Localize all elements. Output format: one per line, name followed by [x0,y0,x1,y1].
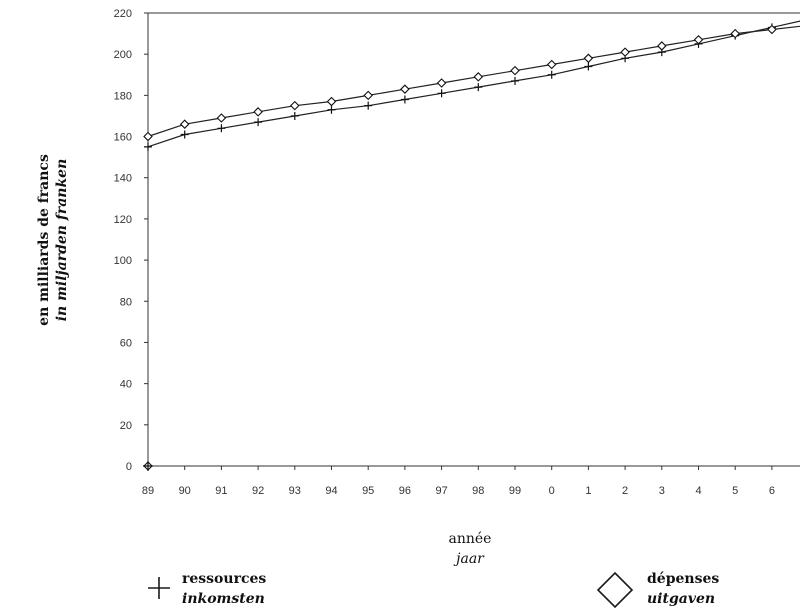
x-tick-label: 3 [659,485,665,497]
data-point-ressources [474,83,483,92]
data-point-depenses [620,47,630,57]
data-point-depenses [546,59,557,70]
x-tick-label: 90 [179,485,191,497]
x-tick-label: 98 [472,485,484,497]
data-point-depenses [143,131,153,142]
y-tick-label: 100 [114,255,132,267]
data-point-depenses [290,100,300,111]
x-tick-label: 89 [142,485,154,497]
x-tick-label: 95 [362,485,374,497]
y-axis-ticks: 0 20 40 60 80 100 120 140 160 180 200 220 [114,8,148,473]
y-tick-label: 20 [120,420,132,432]
data-point-ressources [547,70,556,79]
y-tick-label: 0 [126,461,132,473]
x-tick-label: 92 [252,485,264,497]
data-point-ressources [327,105,336,114]
y-tick-label: 60 [120,337,132,349]
series-markers [143,23,777,471]
data-point-depenses [363,90,373,101]
diamond-marker-icon [596,571,634,609]
data-point-depenses [730,28,740,39]
x-axis-label-nl: jaar [453,551,485,567]
data-point-depenses [767,24,777,35]
legend-label-inkomsten: inkomsten [182,591,265,607]
y-axis-label: en milliards de francs [36,154,52,326]
data-point-depenses [216,113,227,123]
data-point-depenses [326,96,337,107]
data-point-ressources [437,89,446,98]
x-axis-ticks: 89 90 91 92 93 94 95 96 97 98 99 0 1 2 3 4 5 6 [142,466,775,497]
y-tick-label: 200 [114,49,132,61]
legend-label-uitgaven: uitgaven [647,591,715,607]
data-point-depenses [657,41,667,51]
x-tick-label: 99 [509,485,521,497]
data-point-depenses [436,78,447,88]
x-tick-label: 91 [215,485,227,497]
y-tick-label: 80 [120,296,132,308]
data-point-depenses [583,53,594,64]
x-tick-label: 96 [399,485,411,497]
data-point-ressources [511,76,519,85]
data-point-ressources [144,142,152,151]
y-tick-label: 180 [114,90,132,102]
legend-label-depenses: dépenses [647,571,719,587]
plus-marker-icon [148,577,170,599]
legend-label-ressources: ressources [182,571,266,587]
y-tick-label: 40 [120,379,132,391]
data-point-ressources [400,95,409,104]
x-tick-label: 0 [549,485,555,497]
x-tick-label: 5 [732,485,738,497]
data-point-depenses [253,107,263,117]
legend: ressources inkomsten dépenses uitgaven [148,571,719,609]
x-tick-label: 93 [289,485,301,497]
x-tick-label: 1 [585,485,591,497]
y-tick-label: 220 [114,8,132,20]
legend-item-depenses: dépenses uitgaven [596,571,719,609]
data-point-depenses [400,84,410,94]
x-tick-label: 6 [769,485,775,497]
x-tick-label: 4 [695,485,701,497]
x-tick-label: 97 [435,485,447,497]
y-tick-label: 160 [114,132,132,144]
data-point-depenses [693,34,704,45]
origin-point-depenses [143,461,153,471]
legend-item-ressources: ressources inkomsten [148,571,266,607]
data-point-ressources [217,124,226,133]
data-point-depenses [510,65,520,76]
data-point-ressources [254,118,263,127]
chart-axes [147,12,800,467]
y-axis-label-nl: in miljarden franken [54,159,70,322]
data-point-depenses [179,119,190,129]
data-point-ressources [584,62,593,71]
x-tick-label: 2 [622,485,628,497]
y-tick-label: 140 [114,173,132,185]
x-axis-label: année [449,531,492,547]
data-point-depenses [473,72,484,82]
y-tick-label: 120 [114,214,132,226]
data-point-ressources [180,130,189,139]
x-tick-label: 94 [325,485,337,497]
data-point-ressources [364,101,373,110]
data-point-ressources [290,111,299,120]
